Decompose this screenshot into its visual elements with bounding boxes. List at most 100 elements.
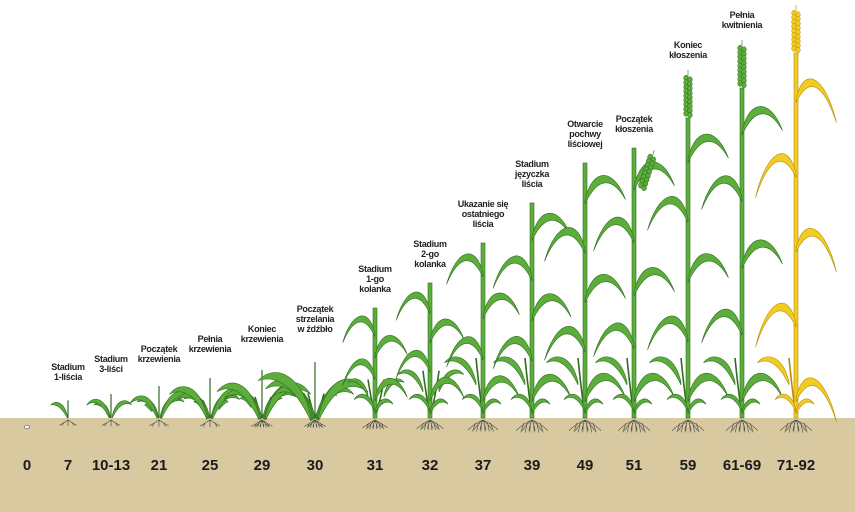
soil-band bbox=[0, 418, 855, 512]
main-stem bbox=[427, 282, 433, 419]
leaf bbox=[86, 398, 110, 419]
stage-label-line: 1-go bbox=[366, 274, 385, 284]
roots bbox=[251, 419, 273, 428]
stage-label-line: Pełnia bbox=[198, 334, 224, 344]
stage-code-71-92: 71-92 bbox=[777, 457, 815, 474]
roots bbox=[779, 419, 813, 433]
stage-code-0: 0 bbox=[23, 457, 31, 474]
stem-leaf bbox=[741, 239, 783, 269]
base-leaf bbox=[612, 393, 635, 413]
stage-label-line: Stadium bbox=[515, 159, 549, 169]
stage-label-line: Ukazanie się bbox=[458, 199, 509, 209]
stage-label-line: Stadium bbox=[413, 239, 447, 249]
base-leaf bbox=[563, 393, 586, 413]
stem-leaf bbox=[687, 133, 729, 163]
main-stem bbox=[685, 117, 691, 419]
stage-label-line: strzelania bbox=[296, 314, 336, 324]
stage-label-line: Pełnia bbox=[730, 10, 756, 20]
leaf bbox=[318, 378, 369, 421]
tiller-leaf bbox=[703, 356, 736, 386]
stage-label-line: języczka bbox=[514, 169, 550, 179]
stem-leaf bbox=[795, 228, 837, 273]
stage-label-line: Koniec bbox=[674, 40, 703, 50]
main-stem bbox=[582, 162, 588, 419]
stage-code-49: 49 bbox=[577, 457, 594, 474]
stage-code-39: 39 bbox=[524, 457, 541, 474]
ear-grain bbox=[741, 82, 747, 89]
stage-label-line: ostatniego bbox=[462, 209, 505, 219]
stem-leaf bbox=[647, 196, 689, 231]
base-leaf bbox=[687, 398, 707, 415]
base-leaf bbox=[461, 393, 484, 413]
ear-grain bbox=[641, 184, 647, 191]
wheat-ear bbox=[683, 70, 693, 119]
stem-leaf bbox=[741, 106, 783, 136]
plant-stage-21 bbox=[129, 386, 192, 427]
stem-leaf bbox=[584, 175, 626, 205]
leaf bbox=[258, 372, 312, 422]
tiller-leaf bbox=[347, 378, 369, 398]
tiller-leaf bbox=[595, 356, 628, 386]
stage-label-line: 3-liści bbox=[99, 364, 122, 374]
stem-leaf bbox=[687, 253, 729, 283]
base-leaf bbox=[774, 393, 797, 413]
stem-leaf bbox=[544, 227, 586, 262]
roots bbox=[304, 419, 326, 428]
stem-leaf bbox=[492, 255, 533, 289]
stem-leaf bbox=[701, 175, 743, 210]
stage-label-line: krzewienia bbox=[189, 344, 233, 354]
stage-label-line: Początek bbox=[141, 344, 179, 354]
stem-leaf bbox=[482, 292, 520, 319]
stem-leaf bbox=[374, 335, 408, 359]
ear-grain bbox=[687, 112, 693, 119]
stem-leaf bbox=[584, 274, 626, 304]
stage-label-line: kolanka bbox=[414, 259, 447, 269]
leaf bbox=[111, 400, 132, 419]
base-leaf bbox=[374, 398, 394, 415]
stem-leaf bbox=[446, 336, 484, 368]
stage-label-line: liściowej bbox=[568, 139, 603, 149]
leaf bbox=[216, 382, 260, 421]
tiller-leaf bbox=[649, 356, 682, 386]
base-leaf bbox=[795, 398, 815, 415]
stage-code-61-69: 61-69 bbox=[723, 457, 761, 474]
wheat-ear bbox=[737, 40, 747, 89]
leaf bbox=[129, 395, 158, 419]
stage-label-line: Początek bbox=[297, 304, 335, 314]
base-leaf bbox=[531, 398, 551, 415]
base-leaf bbox=[666, 393, 689, 413]
stem-leaf bbox=[374, 378, 408, 402]
stem-leaf bbox=[593, 322, 635, 357]
plant-stage-31 bbox=[342, 307, 408, 430]
stage-label-line: Stadium bbox=[51, 362, 85, 372]
stem-leaf bbox=[633, 267, 675, 297]
base-leaf bbox=[741, 398, 761, 415]
main-stem bbox=[372, 307, 378, 419]
base-leaf bbox=[720, 393, 743, 413]
main-stem bbox=[631, 147, 637, 419]
stage-code-51: 51 bbox=[626, 457, 643, 474]
stage-label-line: 1-liścia bbox=[54, 372, 83, 382]
stage-label-line: krzewienia bbox=[241, 334, 285, 344]
plant-stage-30 bbox=[258, 362, 369, 428]
stem-leaf bbox=[701, 308, 743, 344]
stem-leaf bbox=[593, 216, 635, 252]
roots bbox=[101, 419, 121, 427]
roots bbox=[515, 419, 549, 433]
tiller-leaf bbox=[757, 356, 790, 386]
stage-code-31: 31 bbox=[367, 457, 384, 474]
roots bbox=[149, 419, 169, 427]
stem-leaf bbox=[342, 358, 376, 386]
stem-leaf bbox=[446, 253, 484, 285]
stem-leaf bbox=[795, 78, 837, 123]
plant-stage-39 bbox=[492, 202, 572, 433]
stage-code-21: 21 bbox=[151, 457, 168, 474]
stage-code-29: 29 bbox=[254, 457, 271, 474]
main-stem bbox=[739, 87, 745, 419]
roots bbox=[671, 419, 705, 433]
stage-code-25: 25 bbox=[202, 457, 219, 474]
base-leaf bbox=[408, 393, 431, 413]
seed bbox=[24, 424, 30, 430]
base-leaf bbox=[429, 398, 449, 415]
